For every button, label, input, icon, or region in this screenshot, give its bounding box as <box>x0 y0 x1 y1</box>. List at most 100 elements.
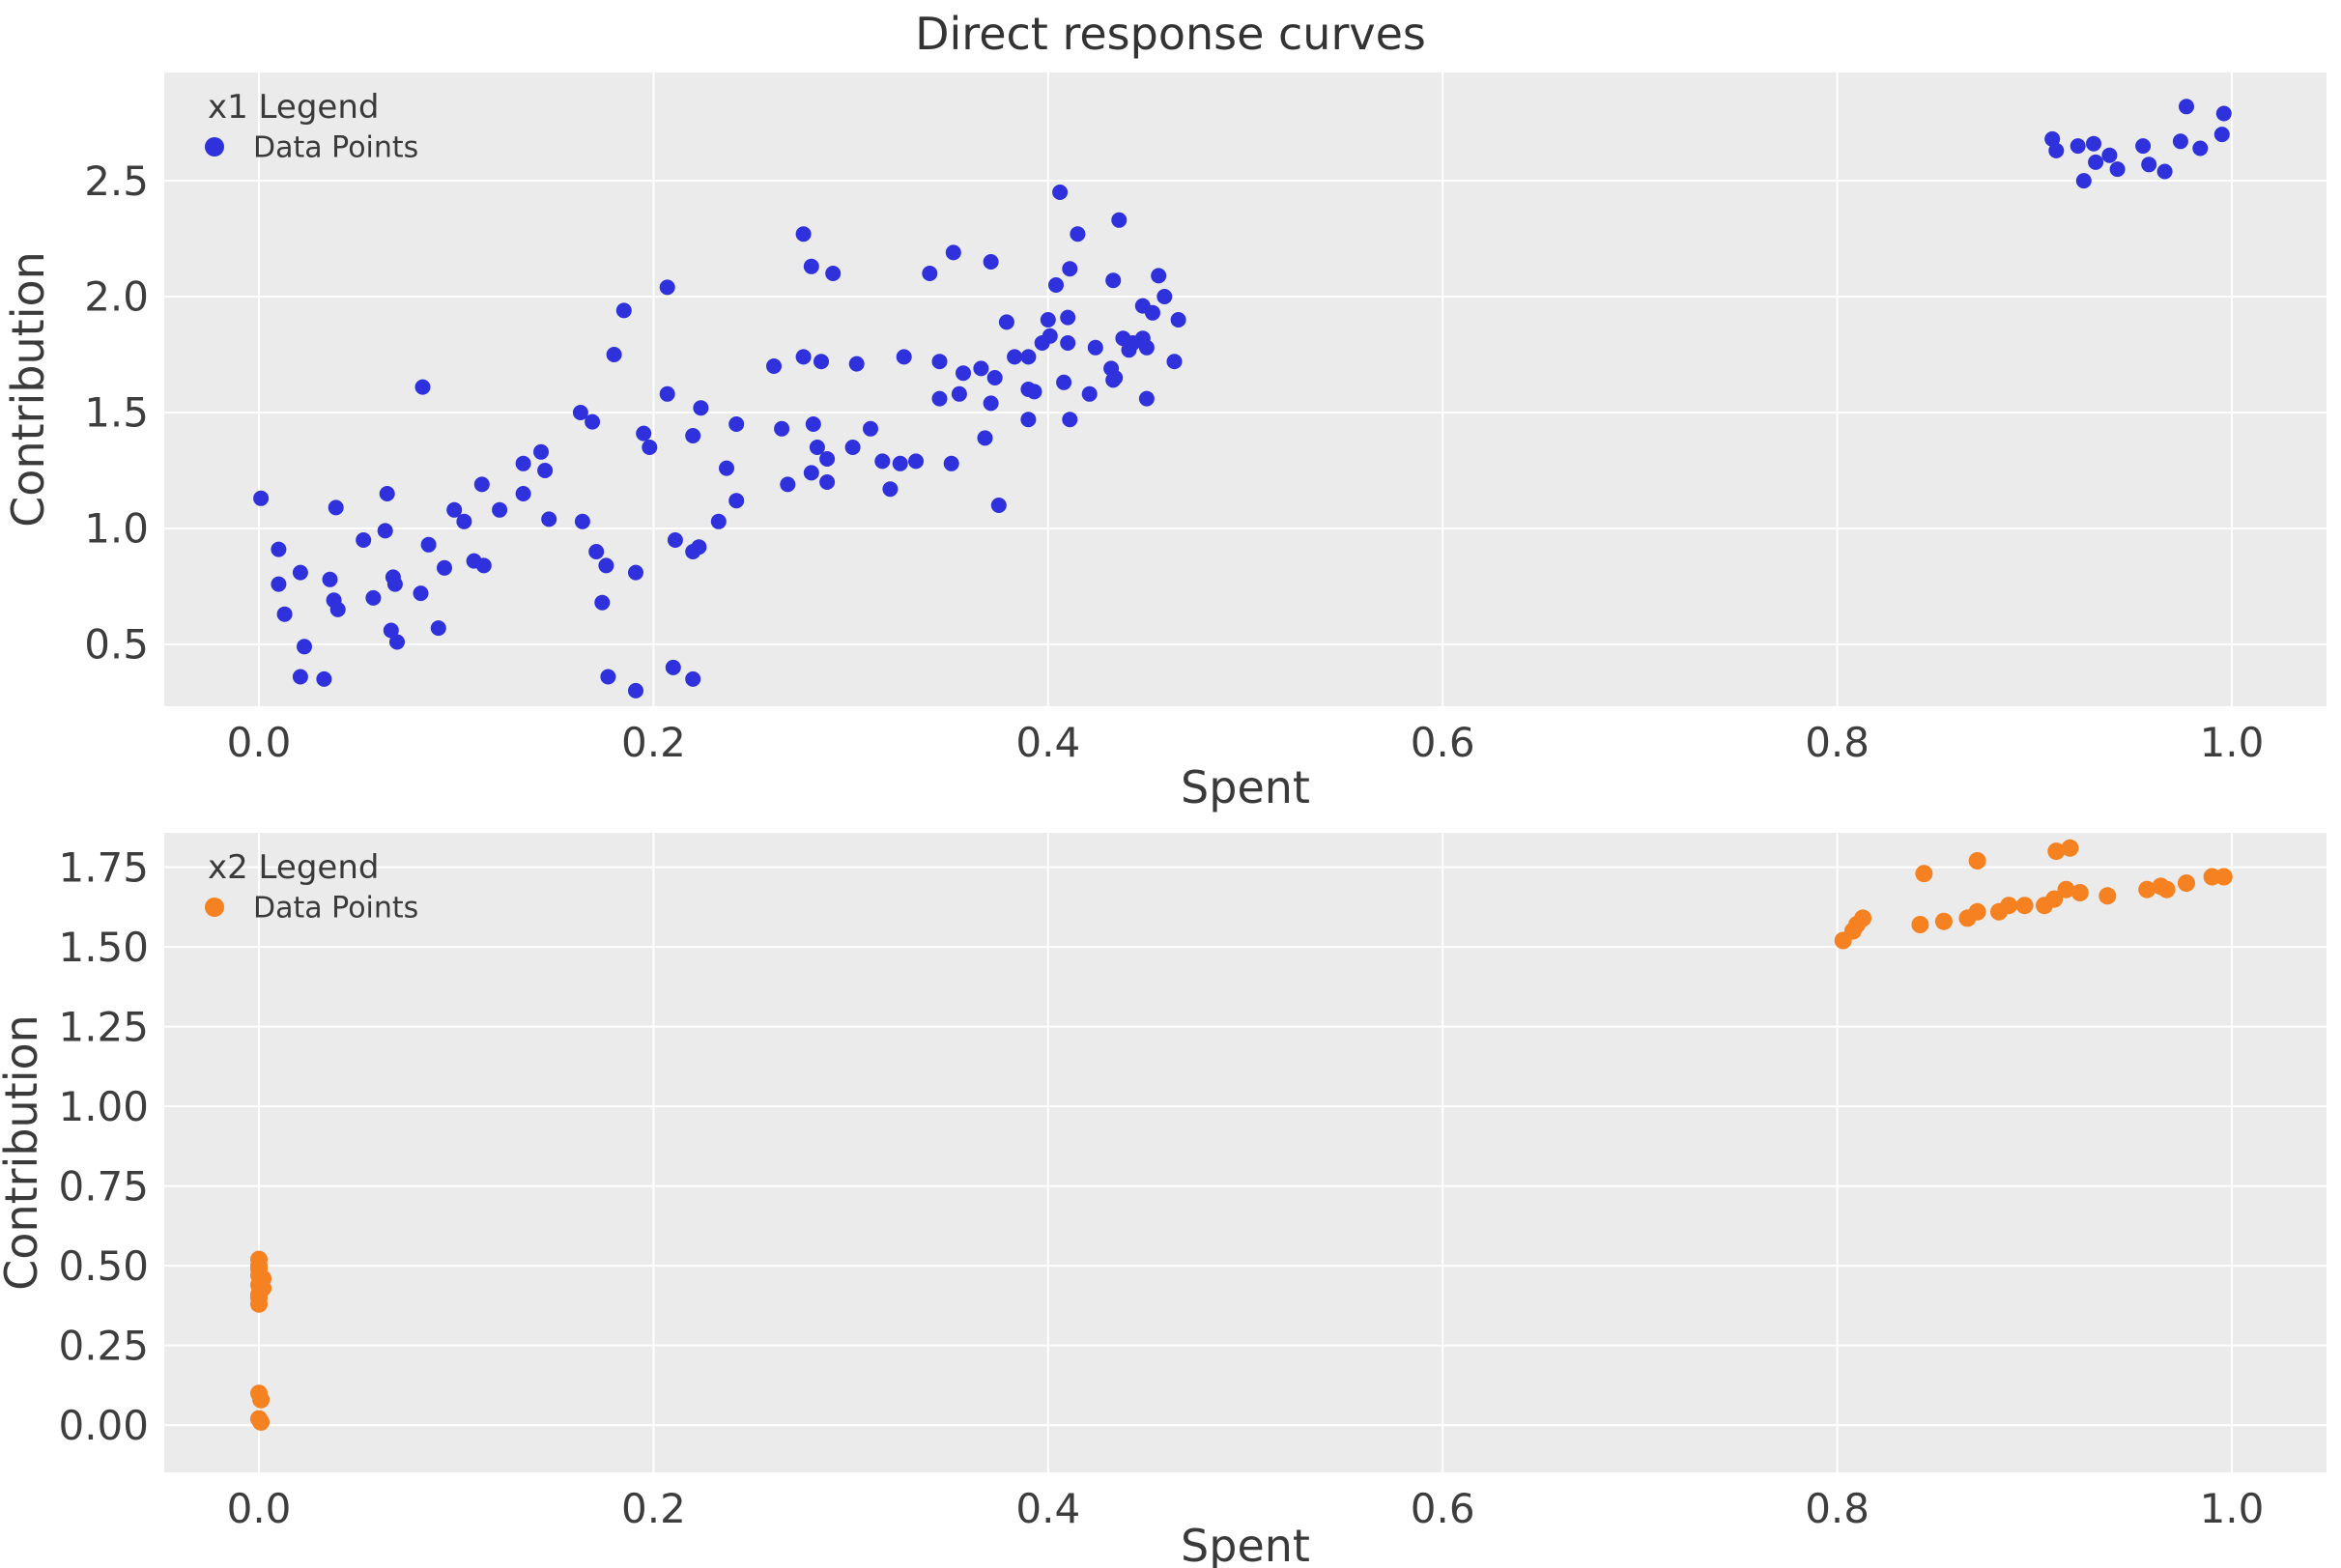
data-point <box>636 425 652 442</box>
data-point <box>322 571 338 587</box>
data-point <box>252 1390 271 1409</box>
data-point <box>2048 142 2065 158</box>
data-point <box>977 430 993 446</box>
data-point <box>389 634 405 650</box>
y-tick-label: 0.50 <box>58 1242 149 1290</box>
data-point <box>685 428 701 443</box>
y-tick-label: 1.00 <box>58 1083 149 1130</box>
data-point <box>456 513 472 529</box>
data-point <box>2157 880 2176 898</box>
y-tick-label: 1.75 <box>58 843 149 891</box>
data-point <box>882 481 899 498</box>
legend-entry-label: Data Points <box>253 131 418 165</box>
data-point <box>598 557 614 574</box>
data-point <box>1968 852 1986 870</box>
plot-area <box>164 72 2327 706</box>
data-point <box>931 390 948 407</box>
data-point <box>2098 887 2117 905</box>
data-point <box>2156 163 2173 180</box>
subplot-x1: 0.0 0.2 0.4 0.6 0.8 1.0 0.5 1.0 1.5 2.0 2.5 Spent Co… <box>2 72 2327 813</box>
data-point <box>943 455 959 471</box>
data-point <box>1911 916 1929 933</box>
data-point <box>2000 897 2018 915</box>
subplot-x2: 0.0 0.2 0.4 0.6 0.8 1.0 0.00 0.25 0.50 0.75 1.00 1.… <box>0 833 2327 1568</box>
data-point <box>2138 880 2156 898</box>
data-point <box>475 557 492 574</box>
data-point <box>2070 138 2086 155</box>
data-point <box>825 266 842 281</box>
data-point <box>316 670 332 687</box>
data-point <box>600 669 616 685</box>
data-point <box>1007 349 1023 365</box>
data-point <box>2192 140 2209 157</box>
data-point <box>2214 868 2233 886</box>
data-point <box>874 453 891 470</box>
data-point <box>892 455 908 471</box>
data-point <box>805 416 821 432</box>
data-point <box>1145 304 1160 321</box>
data-point <box>2135 138 2152 155</box>
data-point <box>252 1272 271 1291</box>
data-point <box>2172 133 2188 150</box>
data-point <box>780 476 796 493</box>
data-point <box>795 349 812 365</box>
data-point <box>1034 335 1050 351</box>
data-point <box>2057 880 2075 898</box>
data-point <box>365 589 382 606</box>
data-point <box>986 370 1003 385</box>
data-point <box>1138 390 1155 407</box>
data-point <box>541 511 557 527</box>
x-tick-label: 0.4 <box>1015 1485 1080 1532</box>
data-point <box>437 559 452 576</box>
legend-marker-icon <box>205 898 224 917</box>
data-point <box>276 606 293 622</box>
x-tick-label: 0.0 <box>227 719 292 766</box>
y-tick-label: 1.0 <box>84 505 149 553</box>
data-point <box>2215 105 2232 122</box>
legend-title: x1 Legend <box>208 88 379 127</box>
data-point <box>1166 354 1183 370</box>
data-point <box>1087 339 1103 356</box>
legend: x1 Legend Data Points <box>205 88 418 165</box>
x-tick-label: 0.6 <box>1411 1485 1475 1532</box>
y-tick-label: 0.25 <box>58 1322 149 1369</box>
data-point <box>2101 147 2118 163</box>
data-point <box>685 544 701 559</box>
data-point <box>803 258 819 274</box>
data-point <box>922 266 938 281</box>
x-tick-label: 0.2 <box>621 719 686 766</box>
data-point <box>492 501 508 518</box>
data-point <box>533 443 549 460</box>
data-point <box>2075 173 2092 189</box>
data-point <box>1111 212 1128 228</box>
data-point <box>413 585 429 602</box>
data-point <box>628 564 643 581</box>
data-point <box>665 659 681 675</box>
data-point <box>819 451 836 467</box>
data-point <box>329 601 346 617</box>
x-tick-label: 0.8 <box>1805 719 1870 766</box>
x-axis-label: Spent <box>1181 1520 1310 1568</box>
data-point <box>1151 268 1167 284</box>
data-point <box>588 544 605 559</box>
data-point <box>386 576 403 592</box>
legend: x2 Legend Data Points <box>205 848 418 926</box>
data-point <box>1156 289 1173 304</box>
data-point <box>1020 412 1037 428</box>
data-point <box>667 532 683 548</box>
data-point <box>1081 385 1098 402</box>
data-point <box>1138 339 1155 356</box>
data-point <box>1062 261 1078 277</box>
data-point <box>585 413 601 430</box>
data-point <box>2086 135 2101 152</box>
data-point <box>908 453 924 470</box>
data-point <box>983 254 999 270</box>
data-point <box>292 564 308 581</box>
data-point <box>848 356 865 372</box>
y-tick-label: 2.5 <box>84 157 149 205</box>
data-point <box>537 463 554 478</box>
data-point <box>328 499 344 516</box>
x-tick-label: 0.6 <box>1411 719 1475 766</box>
data-point <box>1052 185 1069 200</box>
data-point <box>606 347 622 362</box>
